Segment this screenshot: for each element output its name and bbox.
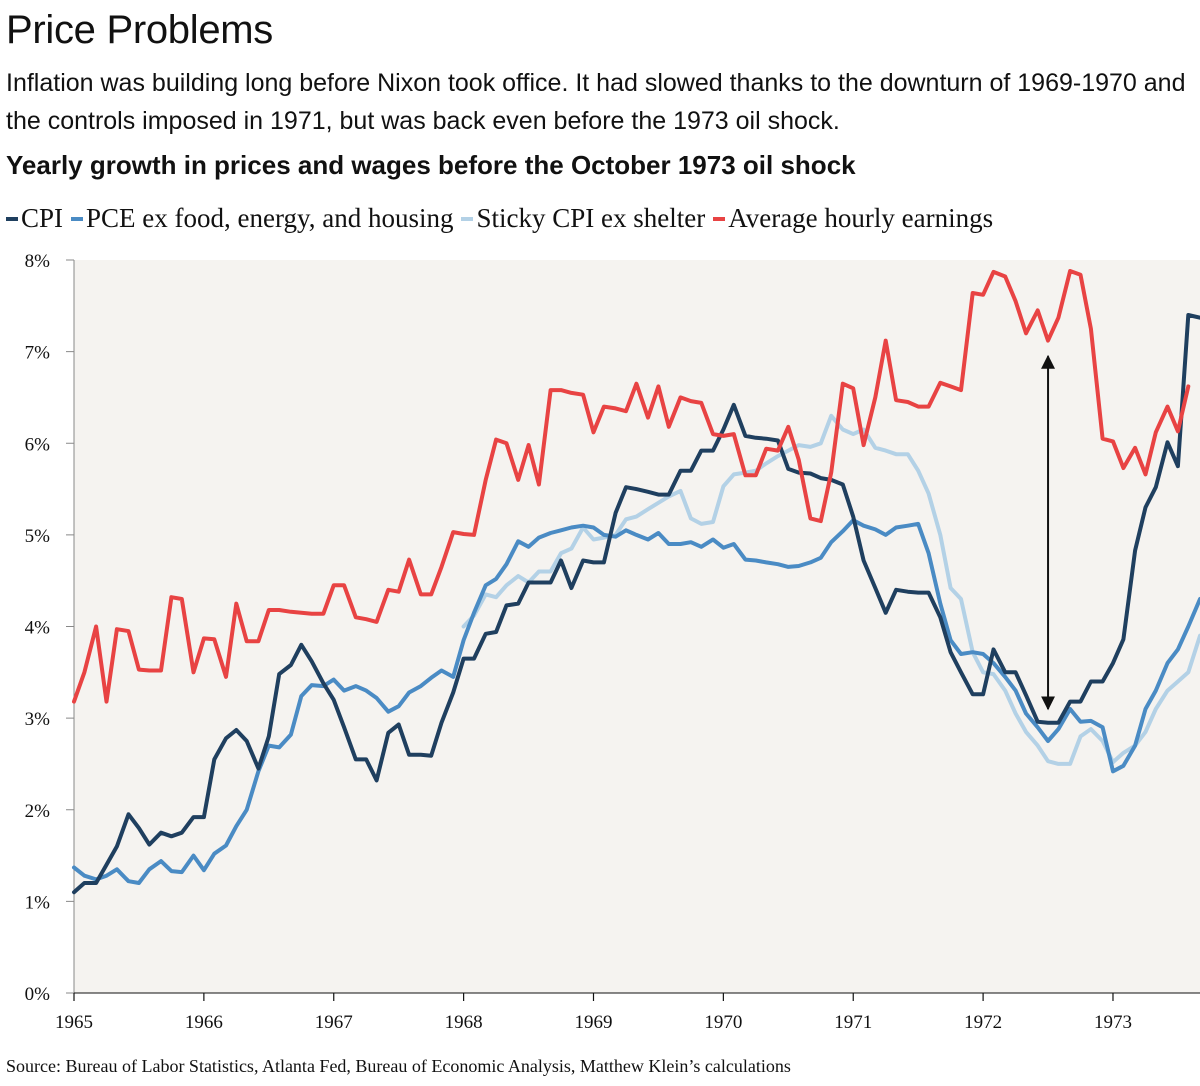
x-tick-label: 1966 <box>185 1012 223 1033</box>
x-tick-label: 1972 <box>964 1012 1002 1033</box>
x-tick-label: 1973 <box>1094 1012 1132 1033</box>
chart-subtitle: Inflation was building long before Nixon… <box>6 69 1186 135</box>
y-tick-label: 2% <box>25 801 51 822</box>
legend-swatch-hourly-earnings <box>713 216 726 221</box>
legend-swatch-pce <box>71 216 84 221</box>
legend-label-cpi: CPI <box>21 203 64 233</box>
y-tick-label: 4% <box>25 618 51 639</box>
y-tick-label: 5% <box>25 526 51 547</box>
legend-label-sticky-cpi: Sticky CPI ex shelter <box>476 203 706 233</box>
x-tick-label: 1965 <box>55 1012 93 1033</box>
legend-item-pce: PCE ex food, energy, and housing <box>71 203 453 234</box>
legend-swatch-cpi <box>6 216 18 221</box>
x-tick-label: 1967 <box>315 1012 353 1033</box>
chart-title: Price Problems <box>6 8 273 52</box>
y-tick-label: 6% <box>25 434 51 455</box>
x-tick-label: 1971 <box>834 1012 872 1033</box>
legend-swatch-sticky-cpi <box>461 216 474 221</box>
hourly-earnings-line <box>72 269 1191 704</box>
x-tick-label: 1970 <box>704 1012 742 1033</box>
y-tick-label: 1% <box>25 892 51 913</box>
legend-item-sticky-cpi: Sticky CPI ex shelter <box>461 203 705 234</box>
chart-heading: Yearly growth in prices and wages before… <box>6 150 856 180</box>
sticky-cpi-line <box>461 413 1200 766</box>
legend-label-pce: PCE ex food, energy, and housing <box>86 203 454 233</box>
legend-label-hourly-earnings: Average hourly earnings <box>728 203 994 233</box>
legend-item-hourly-earnings: Average hourly earnings <box>713 203 993 234</box>
line-chart: 0% 1% 2% 3% 4% 5% 6% 7% 8% 1965 1966 1967 1968 1969 19… <box>25 251 1200 1033</box>
legend: CPI PCE ex food, energy, and housing Sti… <box>6 203 1001 234</box>
y-tick-label: 0% <box>25 984 51 1005</box>
cpi-line <box>72 313 1200 895</box>
x-tick-label: 1968 <box>445 1012 483 1033</box>
y-tick-label: 7% <box>25 343 51 364</box>
legend-item-cpi: CPI <box>6 203 63 234</box>
y-tick-label: 8% <box>25 251 51 272</box>
x-tick-label: 1969 <box>574 1012 612 1033</box>
source-note: Source: Bureau of Labor Statistics, Atla… <box>6 1056 791 1076</box>
y-tick-label: 3% <box>25 709 51 730</box>
